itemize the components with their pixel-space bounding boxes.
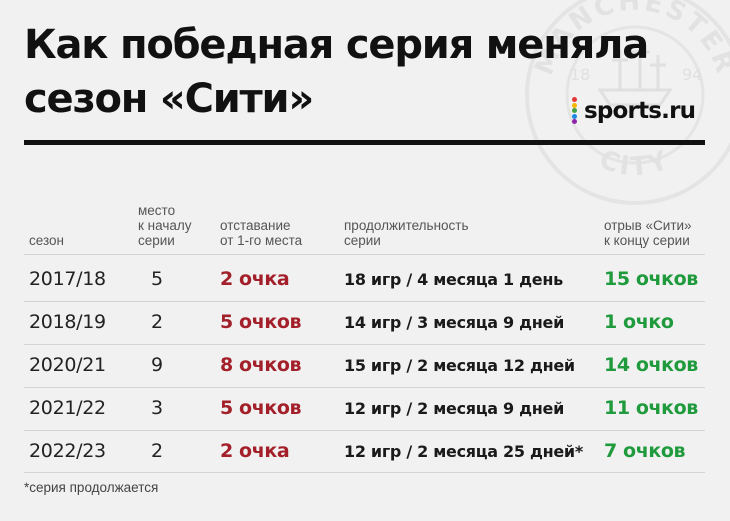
- logo-dot: [572, 113, 577, 119]
- cell-place: 2: [151, 311, 164, 333]
- cell-lead: 15 очков: [604, 268, 698, 290]
- row-divider: [24, 254, 705, 255]
- logo-dot: [572, 119, 577, 124]
- cell-duration: 15 игр / 2 месяца 12 дней: [344, 356, 575, 375]
- logo-dot: [572, 108, 577, 113]
- logo-dot: [572, 102, 577, 108]
- row-divider: [24, 472, 705, 473]
- cell-lead: 1 очко: [604, 311, 674, 333]
- page-title: Как победная серия меняла сезон «Сити»: [24, 18, 649, 126]
- header-season: сезон: [29, 233, 64, 248]
- cell-duration: 18 игр / 4 месяца 1 день: [344, 270, 563, 289]
- cell-lead: 11 очков: [604, 397, 698, 419]
- footnote: *серия продолжается: [24, 480, 159, 495]
- cell-duration: 12 игр / 2 месяца 25 дней*: [344, 442, 583, 461]
- row-divider: [24, 301, 705, 302]
- cell-gap: 8 очков: [220, 354, 302, 376]
- table-header: сезон место к началу серии отставание от…: [0, 200, 730, 250]
- table-row: 2020/21 9 8 очков 15 игр / 2 месяца 12 д…: [0, 344, 730, 387]
- row-divider: [24, 387, 705, 388]
- cell-lead: 14 очков: [604, 354, 698, 376]
- svg-text:CITY: CITY: [595, 145, 675, 183]
- cell-gap: 5 очков: [220, 397, 302, 419]
- sports-ru-logo: sports.ru: [570, 96, 696, 126]
- crest-bottom-text: CITY: [595, 145, 672, 183]
- table-row: 2022/23 2 2 очка 12 игр / 2 месяца 25 дн…: [0, 430, 730, 473]
- title-line-1: Как победная серия меняла: [24, 22, 649, 68]
- row-divider: [24, 430, 705, 431]
- club-crest-watermark: MANCHESTER CITY 18 94: [525, 0, 730, 205]
- title-line-2: сезон «Сити»: [24, 76, 314, 122]
- cell-duration: 14 игр / 3 месяца 9 дней: [344, 313, 565, 332]
- cell-season: 2022/23: [29, 440, 106, 462]
- cell-season: 2017/18: [29, 268, 106, 290]
- logo-dots-icon: [570, 97, 580, 125]
- header-gap: отставание от 1-го места: [220, 218, 303, 248]
- crest-left-year: 18: [570, 65, 590, 84]
- cell-season: 2018/19: [29, 311, 106, 333]
- row-divider: [24, 344, 705, 345]
- cell-place: 9: [151, 354, 164, 376]
- cell-gap: 5 очков: [220, 311, 302, 333]
- ship-icon: [597, 42, 673, 107]
- title-divider: [24, 140, 705, 145]
- table-row: 2021/22 3 5 очков 12 игр / 2 месяца 9 дн…: [0, 387, 730, 430]
- cell-place: 3: [151, 397, 164, 419]
- header-lead: отрыв «Сити» к концу серии: [604, 218, 692, 248]
- cell-place: 5: [151, 268, 164, 290]
- table-row: 2018/19 2 5 очков 14 игр / 3 месяца 9 дн…: [0, 301, 730, 344]
- cell-gap: 2 очка: [220, 440, 290, 462]
- cell-gap: 2 очка: [220, 268, 290, 290]
- logo-text: sports.ru: [584, 98, 696, 124]
- logo-dot: [572, 97, 577, 102]
- header-duration: продолжительность серии: [344, 218, 469, 248]
- header-place: место к началу серии: [138, 203, 192, 248]
- cell-lead: 7 очков: [604, 440, 686, 462]
- cell-season: 2021/22: [29, 397, 106, 419]
- cell-place: 2: [151, 440, 164, 462]
- table-row: 2017/18 5 2 очка 18 игр / 4 месяца 1 ден…: [0, 254, 730, 301]
- crest-right-year: 94: [682, 65, 702, 84]
- cell-duration: 12 игр / 2 месяца 9 дней: [344, 399, 565, 418]
- cell-season: 2020/21: [29, 354, 106, 376]
